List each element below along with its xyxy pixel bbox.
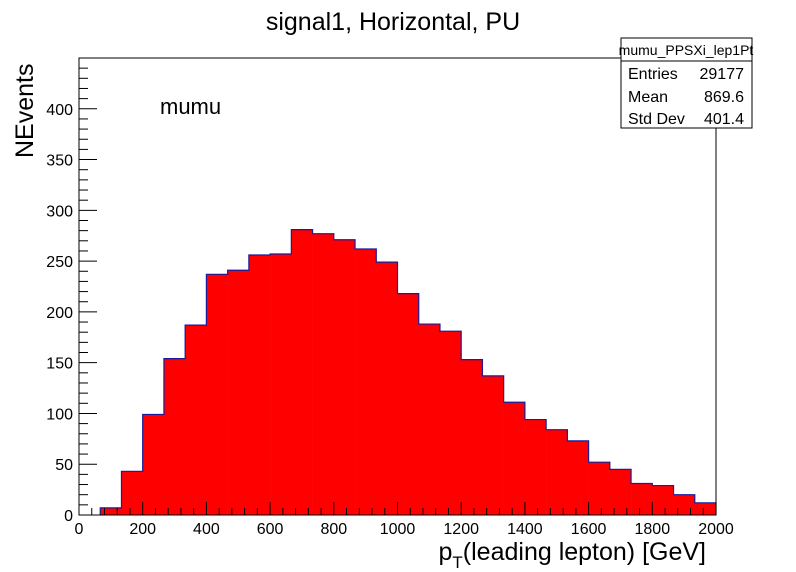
stats-entries-value: 29177 <box>700 66 745 83</box>
histogram-bin <box>142 414 165 515</box>
histogram-bin <box>694 502 717 515</box>
x-tick-label: 200 <box>129 521 156 538</box>
stats-stddev-value: 401.4 <box>704 111 744 128</box>
stats-mean-value: 869.6 <box>704 89 744 106</box>
histogram-bars <box>100 229 717 516</box>
histogram-bin <box>567 440 589 515</box>
channel-annotation: mumu <box>160 94 221 119</box>
x-tick-label: 1600 <box>571 521 607 538</box>
histogram-bin <box>609 469 632 515</box>
histogram-bin <box>673 494 696 515</box>
histogram-bin <box>206 274 228 515</box>
x-tick-label: 1400 <box>507 521 543 538</box>
histogram-bin <box>524 419 547 515</box>
histogram-bin <box>376 262 398 515</box>
histogram-bin <box>503 402 526 515</box>
x-tick-label: 1000 <box>380 521 416 538</box>
y-tick-label: 250 <box>46 254 73 271</box>
y-tick-label: 400 <box>46 102 73 119</box>
histogram-bin <box>631 483 653 515</box>
histogram-bin <box>482 375 504 515</box>
y-tick-label: 0 <box>64 508 73 525</box>
x-tick-label: 400 <box>193 521 220 538</box>
histogram-bin <box>185 325 207 515</box>
y-axis-label: NEvents <box>11 64 39 158</box>
x-tick-label: 1800 <box>635 521 671 538</box>
histogram-bin <box>227 270 250 515</box>
x-tick-label: 800 <box>320 521 347 538</box>
histogram-bin <box>461 359 483 515</box>
stats-entries-label: Entries <box>628 66 678 83</box>
x-tick-label: 2000 <box>698 521 734 538</box>
chart-title: signal1, Horizontal, PU <box>266 8 520 36</box>
y-tick-label: 150 <box>46 356 73 373</box>
histogram-bin <box>163 358 186 515</box>
histogram-bin <box>333 239 356 516</box>
histogram-bin <box>397 293 420 515</box>
histogram-bin <box>418 324 441 515</box>
x-axis-label-symbol: p <box>439 538 453 566</box>
histogram-bin <box>588 462 611 515</box>
histogram-bin <box>121 471 143 515</box>
histogram-bin <box>439 331 462 515</box>
y-tick-label: 50 <box>55 457 73 474</box>
histogram-bin <box>248 255 271 516</box>
y-tick-label: 350 <box>46 153 73 170</box>
histogram-bin <box>291 229 313 515</box>
x-axis-label-subscript: T <box>452 553 462 572</box>
histogram-outline <box>99 229 717 515</box>
x-tick-label: 600 <box>257 521 284 538</box>
histogram-bin <box>546 429 568 515</box>
y-tick-label: 200 <box>46 305 73 322</box>
x-axis-label: pT(leading lepton) [GeV] <box>439 538 707 572</box>
y-tick-label: 100 <box>46 406 73 423</box>
histogram-bin <box>312 233 335 516</box>
histogram-bin <box>652 485 674 515</box>
histogram-bin <box>270 254 292 515</box>
stats-box: mumu_PPSXi_lep1Pt Entries 29177 Mean 869… <box>619 37 754 129</box>
stats-stddev-label: Std Dev <box>628 111 685 128</box>
y-axis-ticks: 0 50 100 150 200 250 300 350 400 <box>46 57 97 525</box>
x-tick-label: 0 <box>75 521 84 538</box>
histogram-bin <box>355 248 377 515</box>
histogram-bin <box>100 507 122 515</box>
stats-box-title: mumu_PPSXi_lep1Pt <box>619 42 754 58</box>
x-axis-ticks: 0 200 400 600 800 1000 1200 1400 1600 1800 2000 <box>75 502 734 538</box>
stats-mean-label: Mean <box>628 89 668 106</box>
x-axis-label-text: (leading lepton) [GeV] <box>463 538 706 566</box>
y-tick-label: 300 <box>46 203 73 220</box>
x-tick-label: 1200 <box>443 521 479 538</box>
